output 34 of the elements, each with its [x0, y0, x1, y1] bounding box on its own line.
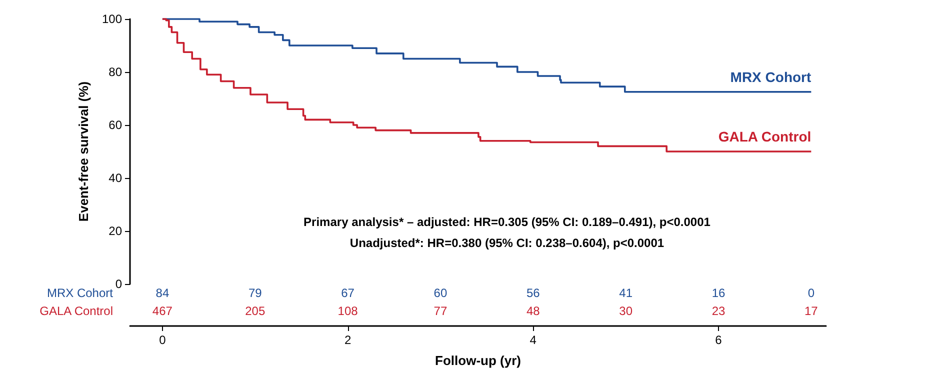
series-label: MRX Cohort [730, 68, 812, 85]
x-tick-label: 0 [159, 333, 166, 347]
x-tick-label: 6 [715, 333, 722, 347]
text: 56 [526, 286, 540, 300]
annotation: Unadjusted*: HR=0.380 (95% CI: 0.238–0.604), p<0.0001 [350, 236, 664, 250]
text: 205 [245, 304, 266, 318]
text: 0 [808, 286, 815, 300]
y-tick-label: 40 [108, 171, 122, 185]
x-tick-label: 4 [530, 333, 537, 347]
y-tick-label: 80 [108, 65, 122, 79]
text: 41 [619, 286, 633, 300]
text: 467 [152, 304, 173, 318]
y-tick-label: 60 [108, 118, 122, 132]
text: 79 [248, 286, 262, 300]
y-tick-label: 100 [102, 12, 122, 26]
series-label: GALA Control [718, 128, 812, 144]
y-tick-label: 0 [115, 277, 122, 291]
text: 30 [619, 304, 633, 318]
x-tick-label: 2 [344, 333, 352, 347]
annotation: Primary analysis* – adjusted: HR=0.305 (95% CI: 0.189–0.491), p<0.0001 [304, 215, 711, 229]
y-axis-title: Event-free survival (%) [76, 81, 91, 222]
x-axis-title: Follow-up (yr) [435, 353, 521, 368]
text: 17 [804, 304, 818, 318]
text: MRX Cohort [46, 286, 113, 300]
text: 16 [712, 286, 726, 300]
text: 77 [434, 304, 448, 318]
text: 84 [156, 286, 170, 300]
text: 23 [712, 304, 726, 318]
text: GALA Control [40, 304, 113, 318]
text: 67 [341, 286, 355, 300]
text: 60 [434, 286, 448, 300]
text: 48 [526, 304, 540, 318]
text: 108 [338, 304, 358, 318]
y-tick-label: 20 [108, 224, 122, 238]
